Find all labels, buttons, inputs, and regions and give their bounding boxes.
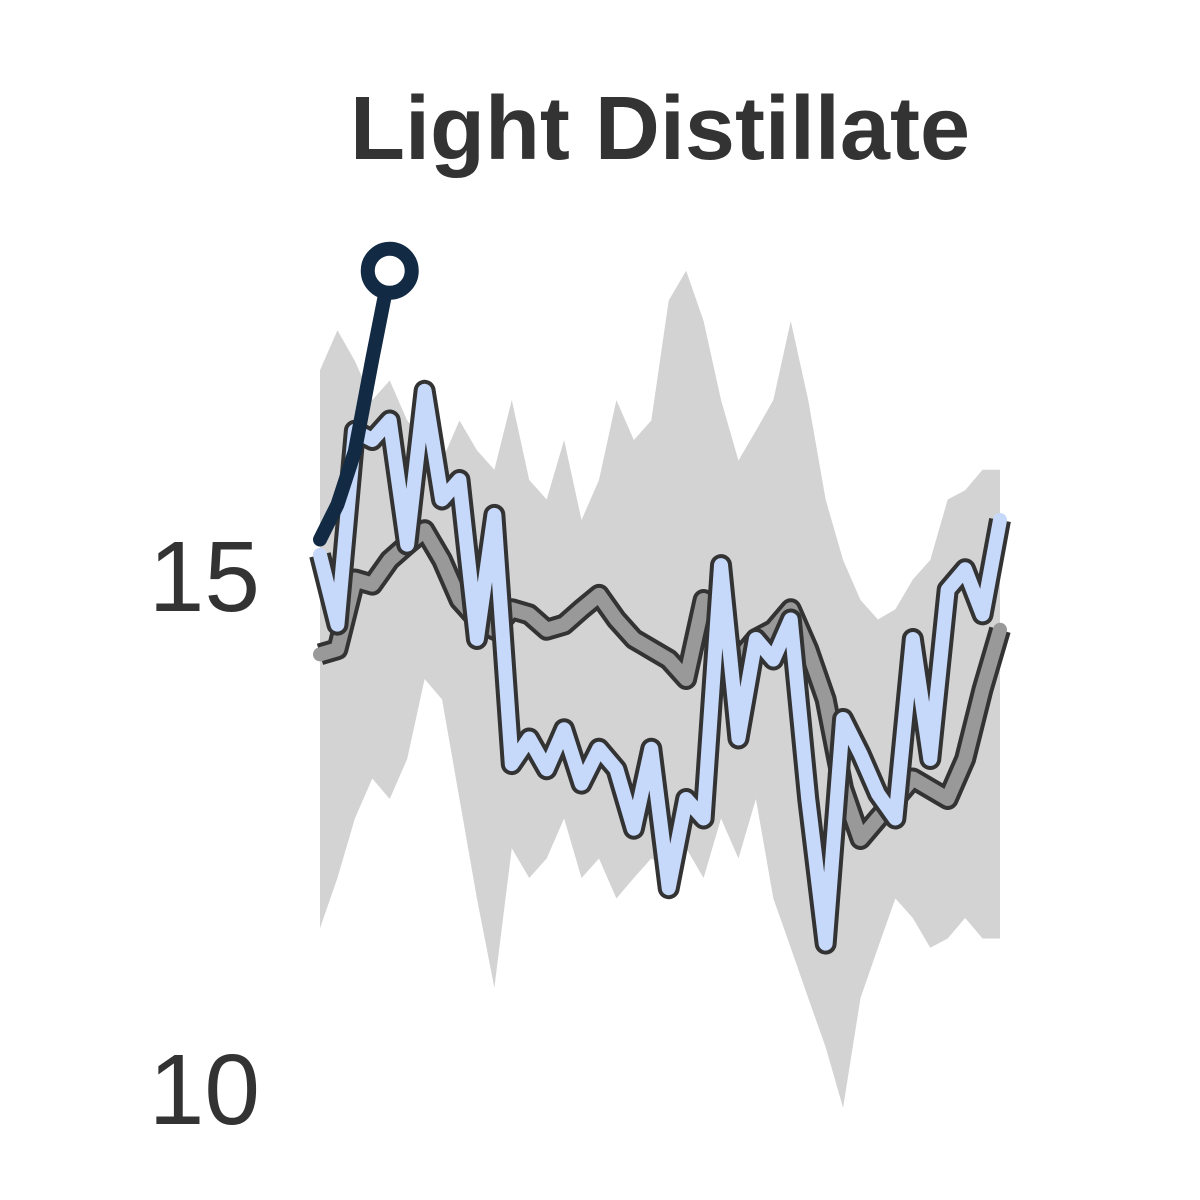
end-marker xyxy=(360,241,419,300)
y-tick-label: 10 xyxy=(149,1034,260,1146)
y-tick-label: 15 xyxy=(149,521,260,633)
chart-title: Light Distillate xyxy=(350,79,970,179)
line xyxy=(313,263,397,547)
line xyxy=(313,383,1007,951)
